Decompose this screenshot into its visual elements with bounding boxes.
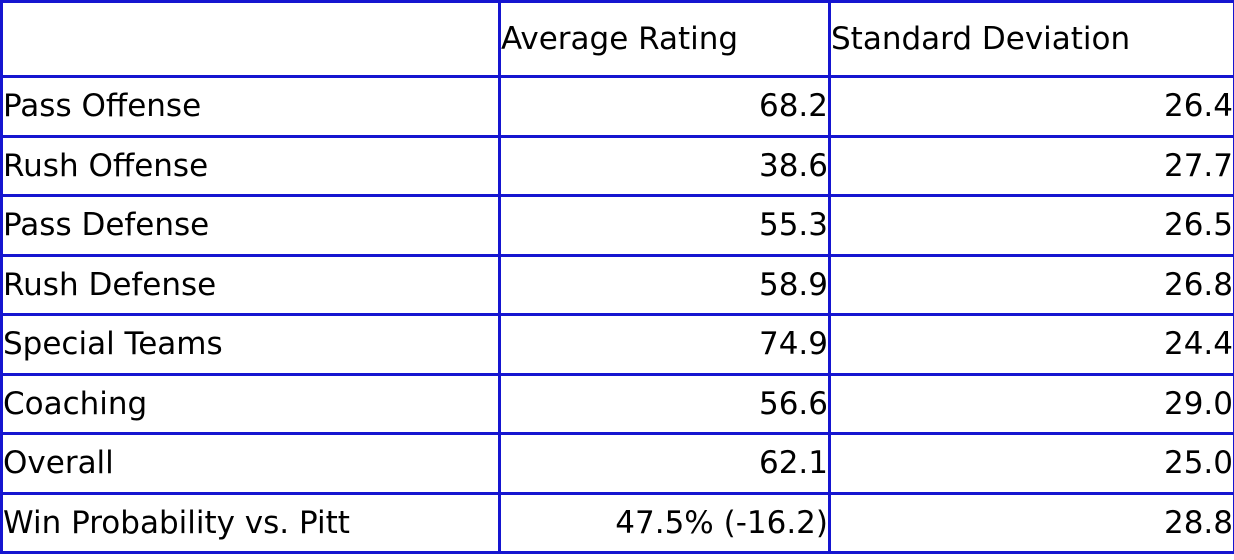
table-row: Overall 62.1 25.0: [0, 432, 1234, 495]
header-row: Average Rating Standard Deviation: [0, 0, 1234, 78]
average-rating-header: Average Rating: [498, 0, 831, 78]
standard-deviation-value-cell: 26.5: [828, 194, 1234, 257]
average-rating-value-cell: 47.5% (-16.2): [498, 491, 831, 554]
average-rating-value-cell: 38.6: [498, 134, 831, 197]
average-rating-value-cell: 68.2: [498, 75, 831, 138]
table-body: Pass Offense 68.2 26.4 Rush Offense 38.6 27.7…: [0, 75, 1234, 554]
average-rating-value-cell: 56.6: [498, 372, 831, 435]
row-label-cell: Rush Offense: [0, 134, 501, 197]
standard-deviation-value-cell: 26.8: [828, 253, 1234, 316]
average-rating-value-cell: 55.3: [498, 194, 831, 257]
table-row: Pass Defense 55.3 26.5: [0, 194, 1234, 257]
row-label-cell: Win Probability vs. Pitt: [0, 491, 501, 554]
row-label-cell: Pass Defense: [0, 194, 501, 257]
standard-deviation-value-cell: 28.8: [828, 491, 1234, 554]
table-row: Win Probability vs. Pitt 47.5% (-16.2) 28.…: [0, 491, 1234, 554]
average-rating-value-cell: 74.9: [498, 313, 831, 376]
row-label-cell: Coaching: [0, 372, 501, 435]
standard-deviation-value-cell: 29.0: [828, 372, 1234, 435]
standard-deviation-value-cell: 26.4: [828, 75, 1234, 138]
corner-header-cell: [0, 0, 501, 78]
standard-deviation-value-cell: 27.7: [828, 134, 1234, 197]
row-label-cell: Pass Offense: [0, 75, 501, 138]
table-row: Pass Offense 68.2 26.4: [0, 75, 1234, 138]
row-label-cell: Overall: [0, 432, 501, 495]
average-rating-value-cell: 58.9: [498, 253, 831, 316]
average-rating-value-cell: 62.1: [498, 432, 831, 495]
standard-deviation-value-cell: 25.0: [828, 432, 1234, 495]
table-row: Rush Defense 58.9 26.8: [0, 253, 1234, 316]
standard-deviation-value-cell: 24.4: [828, 313, 1234, 376]
table-row: Coaching 56.6 29.0: [0, 372, 1234, 435]
table-row: Special Teams 74.9 24.4: [0, 313, 1234, 376]
table-row: Rush Offense 38.6 27.7: [0, 134, 1234, 197]
row-label-cell: Special Teams: [0, 313, 501, 376]
standard-deviation-header: Standard Deviation: [828, 0, 1234, 78]
row-label-cell: Rush Defense: [0, 253, 501, 316]
